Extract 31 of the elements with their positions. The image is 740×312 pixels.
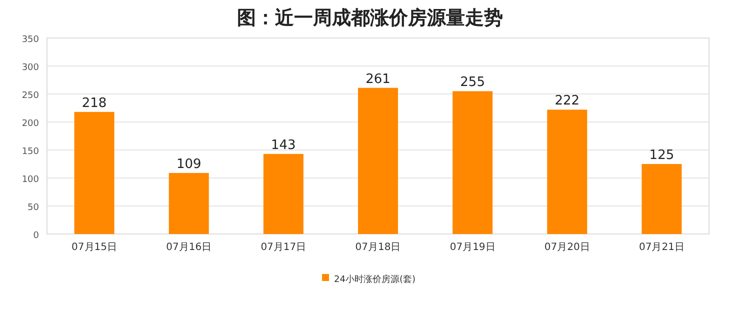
data-label: 261 (366, 72, 390, 87)
data-label: 125 (649, 148, 674, 163)
x-tick-label: 07月20日 (544, 242, 590, 253)
bar (168, 172, 209, 234)
data-label: 109 (176, 156, 202, 172)
y-tick-label: 150 (22, 147, 40, 157)
bar (74, 112, 114, 234)
bar (263, 154, 304, 234)
x-tick-label: 07月17日 (260, 242, 306, 253)
bar (452, 91, 493, 234)
x-tick-label: 07月18日 (355, 242, 401, 253)
bar (358, 88, 398, 234)
y-tick-label: 100 (22, 175, 40, 185)
bar (642, 164, 682, 234)
data-label: 218 (82, 96, 107, 111)
x-tick-label: 07月19日 (450, 242, 496, 253)
y-tick-label: 250 (22, 91, 40, 101)
bar (547, 110, 588, 234)
y-tick-label: 50 (28, 203, 40, 213)
y-tick-label: 0 (33, 231, 40, 241)
chart-title: 图：近一周成都涨价房源量走势 (237, 7, 503, 29)
y-tick-label: 350 (22, 35, 40, 45)
x-tick-label: 07月16日 (166, 242, 212, 253)
y-tick-label: 200 (22, 119, 40, 129)
y-tick-label: 300 (22, 63, 40, 73)
data-label: 255 (460, 75, 485, 90)
data-label: 143 (271, 138, 296, 153)
data-label: 222 (554, 94, 580, 109)
x-tick-label: 07月15日 (72, 242, 118, 253)
x-tick-label: 07月21日 (638, 242, 684, 253)
legend-label: 24小时涨价房源(套) (334, 274, 416, 285)
